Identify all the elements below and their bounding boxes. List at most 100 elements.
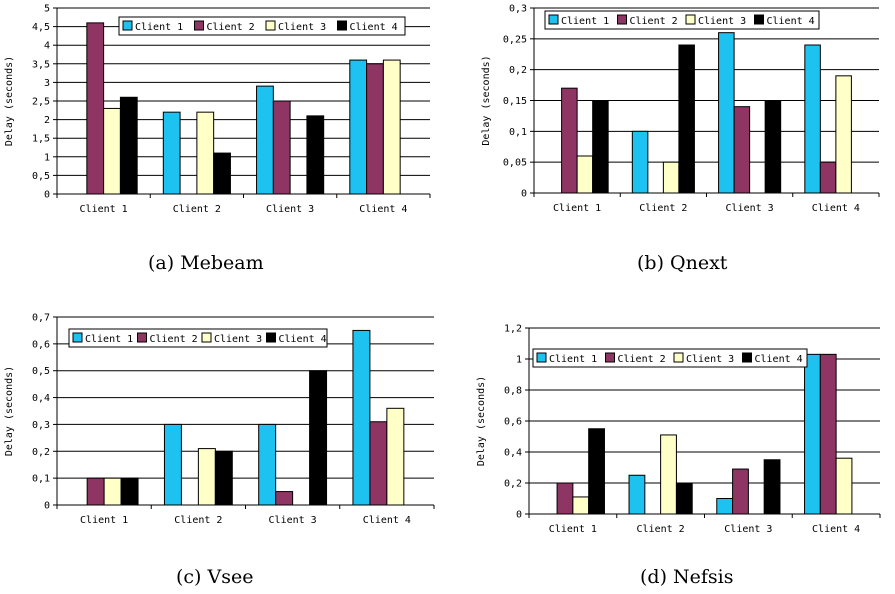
bar-client4-client3 bbox=[306, 115, 325, 195]
bar-client4-client3 bbox=[763, 459, 781, 515]
y-axis-label: Delay (seconds) bbox=[4, 56, 15, 146]
y-tick-label: 5 bbox=[44, 4, 50, 15]
legend-swatch bbox=[72, 332, 83, 343]
y-tick-label: 2 bbox=[44, 115, 50, 126]
bar-client4-client3 bbox=[309, 370, 328, 506]
bar-client2-client1 bbox=[561, 87, 578, 194]
x-tick-label: Client 4 bbox=[812, 524, 860, 535]
legend bbox=[544, 10, 820, 30]
caption-b: (b) Qnext bbox=[637, 252, 728, 274]
x-tick-label: Client 3 bbox=[269, 515, 317, 526]
legend bbox=[68, 328, 328, 348]
legend-swatch bbox=[536, 352, 547, 363]
bar-client1-client2 bbox=[631, 130, 649, 194]
bar-client2-client1 bbox=[86, 22, 105, 195]
legend-swatch bbox=[685, 14, 696, 25]
bar-client3-client2 bbox=[662, 161, 680, 194]
bar-client3-client1 bbox=[576, 155, 594, 194]
legend-swatch bbox=[605, 352, 615, 363]
bar-client3-client4 bbox=[386, 407, 405, 506]
legend-swatch bbox=[265, 20, 276, 31]
legend-swatch bbox=[548, 14, 559, 25]
legend-label: Client 3 bbox=[686, 354, 734, 365]
legend-label: Client 3 bbox=[214, 334, 262, 345]
y-tick-label: 0,1 bbox=[32, 474, 50, 485]
legend-label: Client 4 bbox=[350, 22, 398, 33]
bar-client3-client4 bbox=[835, 457, 853, 515]
y-tick-label: 0,5 bbox=[32, 171, 50, 182]
y-tick-label: 0,5 bbox=[32, 366, 50, 377]
y-tick-label: 0,2 bbox=[509, 65, 527, 76]
y-tick-label: 0,15 bbox=[503, 96, 527, 107]
x-tick-label: Client 4 bbox=[812, 203, 860, 214]
y-axis-label: Delay (seconds) bbox=[481, 55, 492, 145]
legend-label: Client 2 bbox=[150, 334, 198, 345]
y-tick-label: 0 bbox=[521, 189, 527, 200]
legend bbox=[118, 16, 406, 36]
x-tick-label: Client 2 bbox=[637, 524, 685, 535]
bar-client3-client4 bbox=[835, 75, 852, 194]
bar-client3-client1 bbox=[103, 477, 122, 506]
y-tick-label: 0,6 bbox=[32, 339, 50, 350]
bar-client4-client2 bbox=[214, 450, 233, 506]
bar-client3-client2 bbox=[660, 434, 677, 515]
y-tick-label: 2,5 bbox=[32, 97, 50, 108]
legend-label: Client 3 bbox=[278, 22, 326, 33]
y-tick-label: 0 bbox=[44, 190, 50, 201]
bar-client2-client4 bbox=[369, 421, 388, 506]
y-tick-label: 0,8 bbox=[504, 386, 522, 397]
chart-qnext: 0 0,05 0,1 0,15 0,2 0,25 0,3 Delay (seconds) Cli… bbox=[481, 4, 880, 214]
legend-label: Client 1 bbox=[561, 16, 609, 27]
caption-c: (c) Vsee bbox=[176, 566, 254, 588]
y-tick-label: 0,05 bbox=[503, 158, 527, 169]
legend-swatch bbox=[122, 20, 133, 31]
legend-swatch bbox=[337, 20, 347, 31]
y-axis-label: Delay (seconds) bbox=[476, 376, 487, 466]
y-tick-label: 0,1 bbox=[509, 127, 527, 138]
y-tick-label: 1 bbox=[44, 152, 50, 163]
legend-swatch bbox=[754, 14, 764, 25]
bar-client3-client4 bbox=[382, 59, 401, 195]
x-tick-label: Client 1 bbox=[80, 515, 128, 526]
x-tick-label: Client 4 bbox=[363, 515, 411, 526]
x-tick-label: Client 3 bbox=[726, 203, 774, 214]
bar-client4-client3 bbox=[764, 100, 782, 194]
x-tick-label: Client 2 bbox=[173, 204, 221, 215]
bar-client2-client1 bbox=[556, 482, 574, 515]
y-tick-label: 3 bbox=[44, 78, 50, 89]
bar-client1-client4 bbox=[804, 353, 821, 515]
legend-swatch bbox=[266, 332, 276, 343]
legend-label: Client 3 bbox=[698, 16, 746, 27]
y-tick-label: 0 bbox=[44, 501, 50, 512]
legend bbox=[532, 348, 808, 368]
bar-client2-client3 bbox=[272, 100, 291, 195]
x-tick-label: Client 3 bbox=[724, 524, 772, 535]
legend-label: Client 2 bbox=[618, 354, 666, 365]
bar-client4-client2 bbox=[213, 152, 231, 195]
bar-client1-client4 bbox=[349, 59, 368, 195]
y-tick-label: 0,2 bbox=[32, 447, 50, 458]
bar-client2-client4 bbox=[819, 161, 837, 194]
legend-label: Client 4 bbox=[279, 334, 327, 345]
y-tick-label: 0 bbox=[516, 510, 522, 521]
caption-d: (d) Nefsis bbox=[640, 566, 734, 588]
bar-client4-client2 bbox=[675, 482, 693, 515]
bar-client2-client3 bbox=[733, 106, 751, 194]
bar-client1-client3 bbox=[258, 423, 277, 506]
x-tick-label: Client 1 bbox=[549, 524, 597, 535]
bar-client1-client4 bbox=[804, 44, 821, 194]
legend-label: Client 4 bbox=[755, 354, 803, 365]
legend-label: Client 1 bbox=[135, 22, 183, 33]
y-tick-label: 0,3 bbox=[32, 420, 50, 431]
y-tick-label: 0,7 bbox=[32, 313, 50, 324]
bar-client3-client2 bbox=[197, 448, 216, 506]
chart-nefsis: 0 0,2 0,4 0,6 0,8 1 1,2 Delay (seconds) Client 1… bbox=[476, 324, 881, 535]
x-tick-label: Client 2 bbox=[639, 203, 687, 214]
bar-client2-client4 bbox=[819, 353, 837, 515]
x-tick-label: Client 4 bbox=[359, 204, 407, 215]
y-tick-label: 4,5 bbox=[32, 22, 50, 33]
bar-client1-client3 bbox=[718, 32, 735, 194]
x-tick-label: Client 2 bbox=[174, 515, 222, 526]
legend-label: Client 1 bbox=[85, 334, 133, 345]
